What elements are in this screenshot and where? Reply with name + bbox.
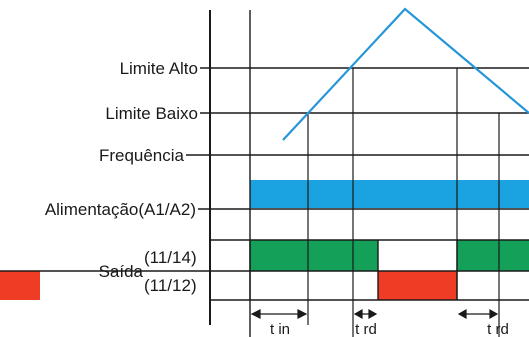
output-1114-on-2 <box>457 240 529 271</box>
power-supply-bar <box>250 180 529 208</box>
limite-alto-label: Limite Alto <box>120 59 198 78</box>
output-1112-on-1 <box>0 271 40 300</box>
output-1112-on-2 <box>378 271 457 300</box>
alimentacao-label: Alimentação(A1/A2) <box>45 200 196 219</box>
frequencia-label: Frequência <box>99 146 185 165</box>
frequency-waveform <box>282 7 529 141</box>
t-rd-arrow-2 <box>457 308 499 320</box>
limite-baixo-label: Limite Baixo <box>105 104 198 123</box>
saida-1112-label: (11/12) <box>144 276 197 295</box>
t-in-label: t in <box>270 321 290 337</box>
t-rd-label-2: t rd <box>487 321 509 337</box>
saida-1114-label: (11/14) <box>144 248 197 267</box>
saida-label: Saída <box>99 262 144 281</box>
t-rd-arrow-1 <box>353 308 378 320</box>
t-rd-label-1: t rd <box>355 321 377 337</box>
t-in-arrow <box>250 309 308 319</box>
output-1114-on-1 <box>250 240 378 271</box>
